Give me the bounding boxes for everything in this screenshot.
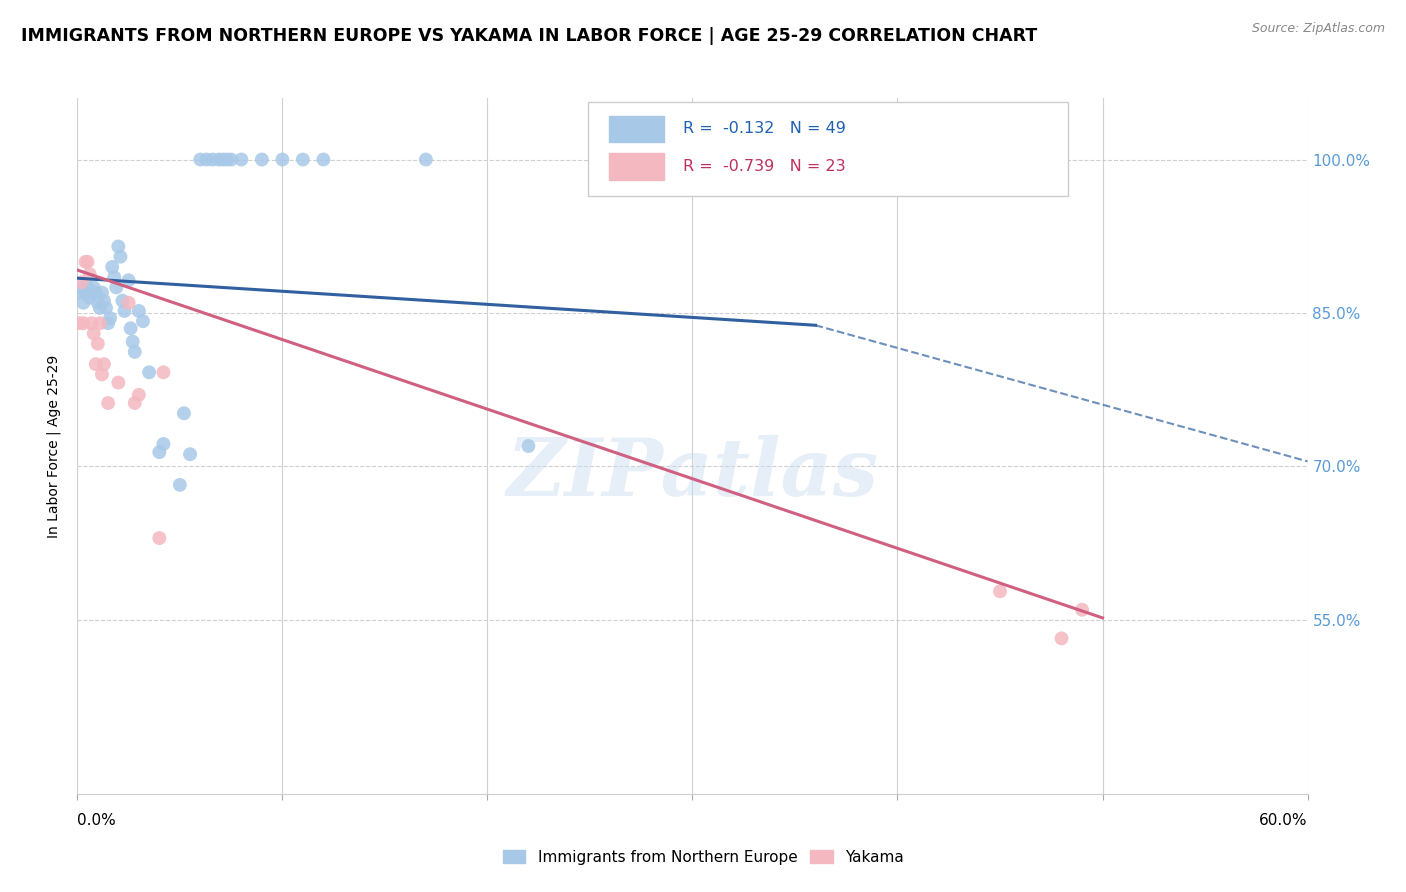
Point	[70, 280, 93, 294]
Point	[215, 153, 238, 167]
Point	[124, 344, 146, 359]
Point	[80, 316, 103, 330]
Point	[988, 584, 1011, 599]
Point	[1050, 632, 1073, 646]
Point	[148, 531, 170, 545]
Point	[75, 255, 97, 269]
Point	[201, 153, 224, 167]
Point	[128, 388, 150, 402]
Point	[79, 267, 101, 281]
Point	[517, 439, 540, 453]
Point	[72, 295, 94, 310]
Text: 60.0%: 60.0%	[1260, 814, 1308, 828]
Text: 0.0%: 0.0%	[77, 814, 117, 828]
Point	[89, 316, 111, 330]
Point	[120, 321, 142, 335]
Point	[90, 368, 114, 382]
Point	[76, 255, 98, 269]
Point	[72, 316, 94, 330]
Point	[83, 280, 105, 294]
Bar	[609, 116, 664, 142]
Point	[70, 275, 93, 289]
Point	[101, 260, 124, 274]
Point	[107, 239, 129, 253]
Point	[107, 376, 129, 390]
Point	[117, 295, 139, 310]
Point	[132, 314, 155, 328]
Point	[169, 478, 191, 492]
Point	[173, 406, 195, 420]
Point	[83, 326, 105, 341]
Text: IMMIGRANTS FROM NORTHERN EUROPE VS YAKAMA IN LABOR FORCE | AGE 25-29 CORRELATION: IMMIGRANTS FROM NORTHERN EUROPE VS YAKAM…	[21, 27, 1038, 45]
Point	[1071, 603, 1094, 617]
Point	[67, 285, 90, 300]
Point	[212, 153, 235, 167]
Text: R =  -0.739   N = 23: R = -0.739 N = 23	[683, 159, 845, 174]
Point	[117, 273, 139, 287]
FancyBboxPatch shape	[588, 102, 1067, 195]
Text: R =  -0.132   N = 49: R = -0.132 N = 49	[683, 121, 845, 136]
Point	[291, 153, 314, 167]
Point	[89, 301, 111, 315]
Legend: Immigrants from Northern Europe, Yakama: Immigrants from Northern Europe, Yakama	[496, 844, 910, 871]
Point	[105, 280, 128, 294]
Point	[76, 280, 98, 294]
Point	[152, 437, 174, 451]
Point	[87, 336, 110, 351]
Point	[93, 293, 115, 308]
Point	[97, 316, 120, 330]
Point	[87, 295, 110, 310]
Text: ZIPatlas: ZIPatlas	[506, 435, 879, 513]
Point	[67, 316, 90, 330]
Point	[90, 285, 114, 300]
Point	[80, 285, 103, 300]
Point	[208, 153, 231, 167]
Point	[110, 250, 132, 264]
Point	[195, 153, 218, 167]
Point	[138, 365, 160, 379]
Point	[103, 270, 125, 285]
Point	[111, 293, 134, 308]
Point	[219, 153, 242, 167]
Point	[271, 153, 294, 167]
Point	[84, 357, 107, 371]
Point	[84, 285, 107, 300]
Bar	[609, 153, 664, 179]
Point	[75, 285, 97, 300]
Point	[98, 311, 121, 326]
Point	[415, 153, 437, 167]
Point	[114, 304, 136, 318]
Text: Source: ZipAtlas.com: Source: ZipAtlas.com	[1251, 22, 1385, 36]
Point	[231, 153, 253, 167]
Point	[121, 334, 143, 349]
Point	[179, 447, 201, 461]
Point	[152, 365, 174, 379]
Point	[93, 357, 115, 371]
Point	[188, 153, 212, 167]
Point	[79, 291, 101, 305]
Point	[97, 396, 120, 410]
Point	[148, 445, 170, 459]
Point	[124, 396, 146, 410]
Point	[312, 153, 335, 167]
Point	[94, 301, 117, 315]
Point	[250, 153, 273, 167]
Y-axis label: In Labor Force | Age 25-29: In Labor Force | Age 25-29	[46, 354, 62, 538]
Point	[128, 304, 150, 318]
